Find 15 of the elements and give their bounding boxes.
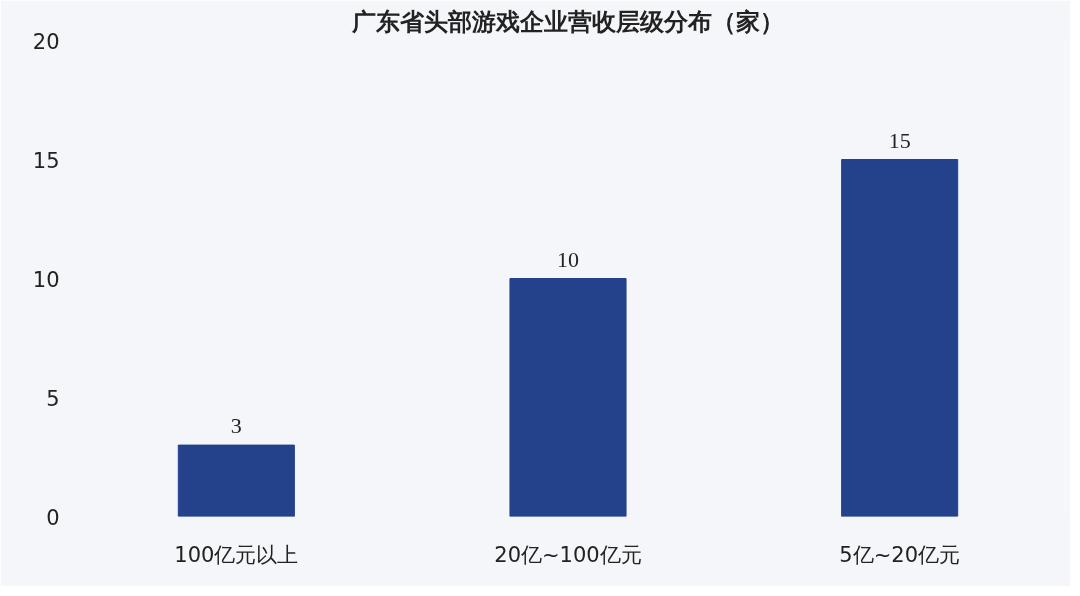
data-label: 15 [888,127,911,153]
bar [509,278,627,517]
data-label: 10 [557,246,579,272]
data-label: 3 [230,413,242,439]
x-tick-label: 20亿~100亿元 [494,542,642,567]
y-tick-label: 0 [46,505,60,530]
bar [841,159,959,517]
x-tick-label: 5亿~20亿元 [839,542,961,567]
y-tick-label: 10 [32,267,60,292]
chart-title: 广东省头部游戏企业营收层级分布（家） [351,7,784,36]
x-tick-label: 100亿元以上 [174,542,299,567]
bar [177,444,295,517]
y-tick-label: 15 [32,148,60,173]
y-tick-label: 20 [32,29,60,54]
y-tick-label: 5 [46,386,60,411]
